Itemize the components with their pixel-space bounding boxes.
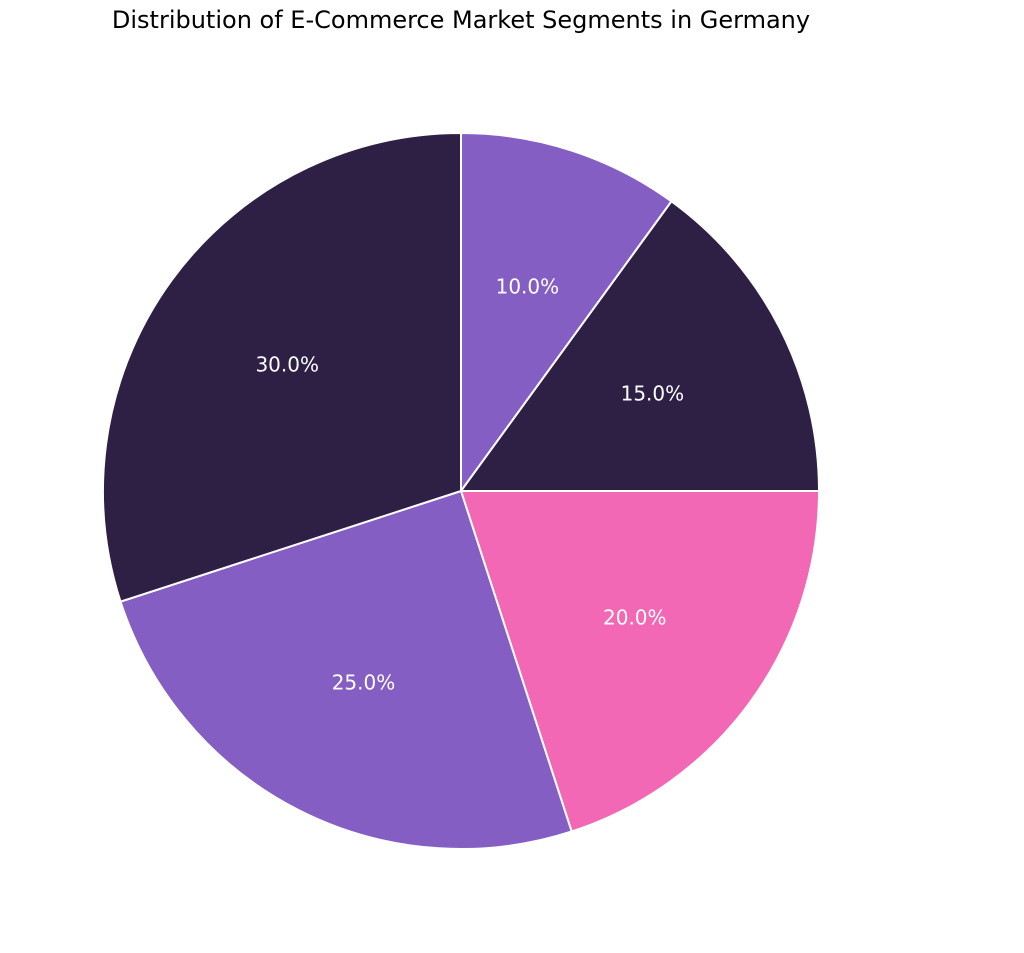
labels-layer: 10.0% 15.0% 20.0% 25.0% 30.0% [255,275,684,695]
pie-slice-label-2: 20.0% [603,605,667,629]
pie-slice-1 [460,200,820,492]
pie-slice-0 [460,132,673,492]
pie-slice-2 [460,490,820,833]
slices-layer [102,132,820,850]
pie-slice-3 [119,490,573,850]
pie-slice-label-3: 25.0% [332,670,396,694]
pie-slice-label-0: 10.0% [496,275,560,299]
pie-slice-label-4: 30.0% [255,353,319,377]
chart-title: Distribution of E-Commerce Market Segmen… [111,6,811,34]
pie-slice-4 [102,132,462,603]
pie-slice-label-1: 15.0% [621,381,685,405]
